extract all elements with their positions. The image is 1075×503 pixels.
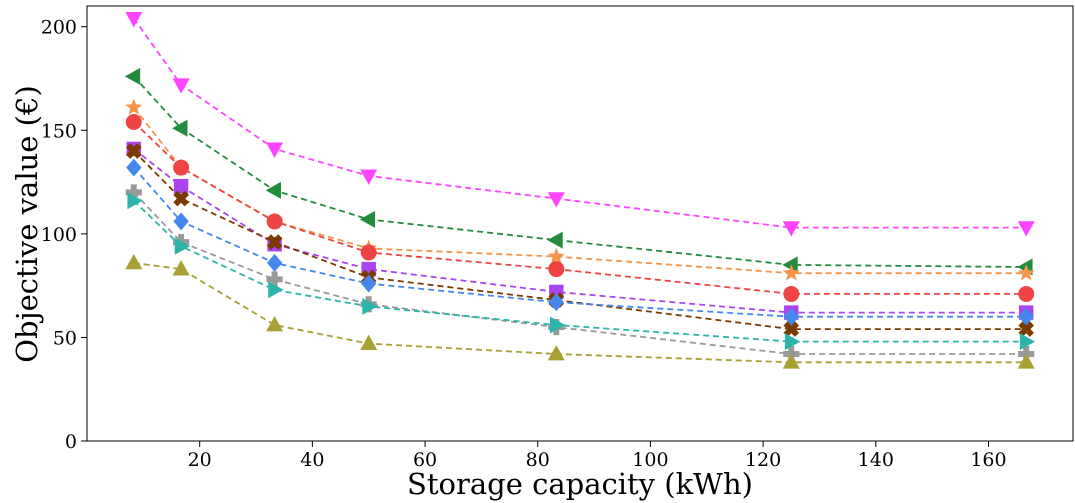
series-triangle-right	[127, 192, 1036, 351]
y-tick-label: 0	[65, 431, 77, 453]
data-point	[265, 181, 281, 199]
data-point	[125, 114, 142, 130]
series-layer	[124, 12, 1036, 369]
data-point	[127, 192, 143, 210]
data-point	[359, 210, 376, 228]
data-point	[362, 297, 378, 315]
data-point	[547, 192, 565, 208]
x-tick-label: 60	[413, 449, 437, 471]
data-point	[266, 253, 283, 272]
x-axis-label: Storage capacity (kWh)	[407, 467, 753, 501]
y-tick-label: 100	[41, 224, 77, 246]
data-point	[1019, 333, 1036, 351]
data-point	[172, 78, 190, 94]
data-point	[125, 184, 142, 201]
data-point	[783, 307, 799, 326]
data-point	[1017, 264, 1035, 281]
data-point	[268, 281, 284, 299]
data-point	[782, 221, 800, 237]
data-point	[549, 316, 566, 334]
data-point	[547, 247, 565, 264]
data-point	[172, 119, 188, 137]
data-point	[174, 237, 191, 255]
series-line	[133, 17, 1027, 229]
series-triangle-up	[125, 253, 1035, 369]
x-tick-label: 20	[188, 449, 212, 471]
data-point	[266, 234, 283, 250]
x-tick-label: 100	[632, 449, 668, 471]
y-axis: 0 50 100 150 200	[41, 17, 87, 453]
data-point	[782, 256, 798, 274]
data-point	[547, 231, 563, 249]
data-point	[1018, 285, 1035, 302]
series-line	[133, 121, 1027, 295]
data-point	[782, 264, 800, 281]
data-point	[548, 293, 564, 312]
x-tick-label: 40	[300, 449, 324, 471]
x-tick-label: 140	[858, 449, 894, 471]
x-tick-label: 120	[745, 449, 781, 471]
data-point	[266, 316, 284, 332]
data-point	[173, 212, 189, 231]
series-triangle-down	[125, 12, 1035, 237]
data-point	[361, 274, 377, 293]
data-point	[126, 158, 142, 177]
series-x-filled	[125, 143, 1035, 337]
data-point	[360, 169, 378, 185]
x-tick-label: 160	[970, 449, 1006, 471]
data-point	[173, 159, 190, 176]
data-point	[360, 334, 378, 350]
data-point	[172, 260, 190, 276]
data-point	[124, 67, 141, 85]
data-point	[1018, 307, 1034, 326]
data-point	[266, 213, 283, 230]
data-point	[125, 98, 143, 115]
series-star	[125, 98, 1035, 281]
data-point	[783, 321, 800, 337]
data-point	[547, 345, 565, 361]
data-point	[1017, 353, 1035, 369]
series-triangle-left	[124, 67, 1033, 276]
data-point	[784, 333, 801, 351]
x-tick-label: 80	[526, 449, 550, 471]
data-point	[173, 190, 189, 207]
y-tick-label: 50	[53, 327, 77, 349]
plot-area-frame	[86, 5, 1074, 442]
data-point	[266, 271, 283, 288]
data-point	[783, 285, 800, 302]
data-point	[782, 353, 800, 369]
series-line	[133, 148, 1027, 314]
data-point	[173, 178, 189, 194]
y-tick-label: 150	[41, 120, 77, 142]
data-point	[360, 244, 377, 261]
data-point	[125, 253, 143, 270]
data-point	[125, 12, 143, 28]
data-point	[1017, 221, 1035, 237]
y-axis-label: Objective value (€)	[10, 85, 44, 363]
series-circle	[125, 114, 1035, 302]
data-point	[1018, 321, 1035, 337]
x-axis: 20 40 60 80 100 120 140 160	[188, 441, 1007, 471]
data-point	[125, 143, 142, 159]
data-point	[266, 142, 284, 158]
data-point	[548, 261, 565, 278]
y-tick-label: 200	[41, 17, 77, 39]
